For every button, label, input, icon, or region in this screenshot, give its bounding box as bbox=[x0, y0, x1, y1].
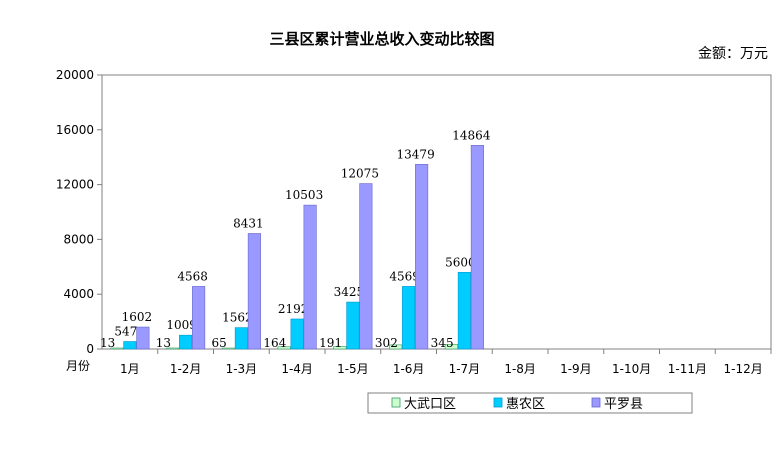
data-label: 65 bbox=[211, 336, 226, 350]
x-tick-label: 1-2月 bbox=[170, 362, 202, 376]
y-tick-label: 8000 bbox=[63, 232, 94, 246]
x-axis-title: 月份 bbox=[66, 359, 90, 373]
bar-3 bbox=[470, 145, 484, 350]
x-tick-label: 1-9月 bbox=[560, 362, 592, 376]
legend-label: 大武口区 bbox=[404, 397, 456, 412]
x-tick-label: 1-6月 bbox=[393, 362, 425, 376]
chart-title: 三县区累计营业总收入变动比较图 bbox=[269, 30, 494, 48]
data-label: 2192 bbox=[278, 302, 309, 316]
data-label: 1009 bbox=[166, 318, 197, 332]
bar-2 bbox=[290, 318, 304, 350]
bar-3 bbox=[247, 233, 261, 350]
unit-label: 金额：万元 bbox=[698, 46, 768, 62]
x-tick-label: 1-4月 bbox=[281, 362, 313, 376]
bar-1 bbox=[389, 344, 403, 350]
bar-3 bbox=[192, 286, 206, 350]
legend-swatch bbox=[391, 397, 401, 408]
bar-3 bbox=[303, 204, 317, 350]
data-label: 10503 bbox=[285, 188, 323, 202]
bar-1 bbox=[166, 347, 180, 350]
data-label: 3425 bbox=[334, 285, 365, 299]
x-tick-label: 1月 bbox=[120, 362, 140, 376]
bar-2 bbox=[402, 286, 416, 350]
x-tick-label: 1-11月 bbox=[668, 362, 707, 376]
bar-3 bbox=[136, 326, 150, 350]
data-label: 4568 bbox=[177, 269, 208, 283]
y-tick-label: 0 bbox=[86, 342, 94, 356]
bar-1 bbox=[277, 346, 291, 350]
x-tick-label: 1-7月 bbox=[449, 362, 481, 376]
bar-1 bbox=[333, 346, 347, 350]
legend-swatch bbox=[493, 397, 503, 408]
bar-2 bbox=[457, 271, 471, 350]
data-label: 13 bbox=[100, 336, 115, 350]
legend: 大武口区 惠农区 平罗县 bbox=[367, 392, 693, 414]
bar-2 bbox=[179, 334, 193, 350]
data-label: 14864 bbox=[452, 128, 491, 142]
y-tick-label: 12000 bbox=[56, 178, 94, 192]
data-label: 8431 bbox=[233, 216, 264, 230]
data-label: 4569 bbox=[389, 269, 420, 283]
y-tick-label: 16000 bbox=[56, 123, 94, 137]
data-label: 547 bbox=[114, 325, 137, 339]
bar-1 bbox=[221, 347, 235, 350]
data-label: 345 bbox=[431, 336, 454, 350]
data-label: 302 bbox=[375, 336, 398, 350]
data-label: 5600 bbox=[445, 255, 476, 269]
bar-1 bbox=[444, 343, 458, 350]
x-tick-label: 1-3月 bbox=[226, 362, 258, 376]
bar-3 bbox=[415, 164, 429, 350]
data-label: 191 bbox=[319, 336, 342, 350]
x-tick-label: 1-10月 bbox=[612, 362, 651, 376]
x-tick-label: 1-12月 bbox=[724, 362, 763, 376]
data-label: 1602 bbox=[122, 310, 153, 324]
data-label: 13 bbox=[156, 336, 171, 350]
bar-2 bbox=[346, 301, 360, 350]
x-tick-label: 1-8月 bbox=[504, 362, 536, 376]
bar-3 bbox=[359, 183, 373, 350]
bar-1 bbox=[110, 347, 124, 350]
legend-frame bbox=[367, 392, 693, 414]
legend-label: 惠农区 bbox=[506, 397, 545, 412]
plot-area: 0400080001200016000200001月1354716021-2月1… bbox=[56, 68, 772, 376]
y-tick-label: 20000 bbox=[56, 68, 94, 82]
legend-swatch bbox=[591, 397, 601, 408]
data-label: 1562 bbox=[222, 311, 253, 325]
data-label: 164 bbox=[263, 336, 286, 350]
y-tick-label: 4000 bbox=[63, 287, 94, 301]
data-label: 13479 bbox=[397, 147, 435, 161]
legend-label: 平罗县 bbox=[604, 397, 643, 412]
bar-2 bbox=[234, 327, 248, 350]
x-tick-label: 1-5月 bbox=[337, 362, 369, 376]
bar-2 bbox=[123, 341, 137, 350]
data-label: 12075 bbox=[341, 167, 379, 181]
